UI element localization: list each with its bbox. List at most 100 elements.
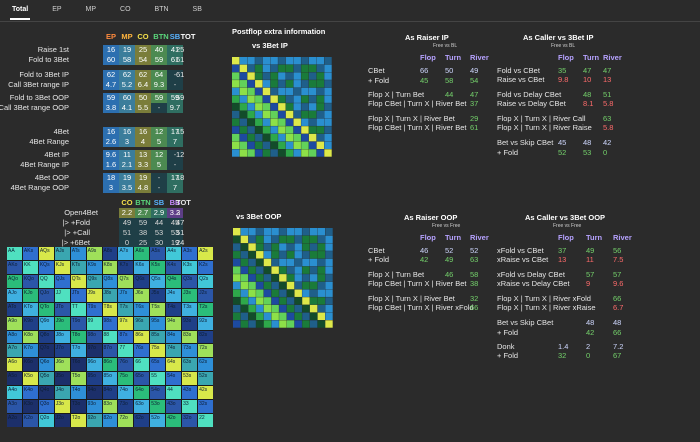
- hand-cell[interactable]: T3o: [70, 400, 86, 414]
- hand-cell[interactable]: J7s: [118, 288, 134, 302]
- hand-cell[interactable]: T3s: [182, 302, 198, 316]
- hand-cell[interactable]: J4s: [166, 288, 182, 302]
- hand-cell[interactable]: K2s: [198, 260, 213, 274]
- hand-cell[interactable]: AKs: [22, 247, 38, 260]
- hand-cell[interactable]: 75s: [150, 344, 166, 358]
- hand-cell[interactable]: 53s: [182, 372, 198, 386]
- hand-cell[interactable]: 86s: [134, 330, 150, 344]
- hand-cell[interactable]: J8s: [102, 288, 118, 302]
- hand-cell[interactable]: 96o: [86, 358, 102, 372]
- tab-co[interactable]: CO: [120, 6, 131, 13]
- hand-cell[interactable]: T6s: [134, 302, 150, 316]
- hand-cell[interactable]: K5o: [22, 372, 38, 386]
- hand-cell[interactable]: Q4o: [38, 386, 54, 400]
- hand-cell[interactable]: 22: [198, 414, 213, 427]
- hand-cell[interactable]: 43o: [166, 400, 182, 414]
- hand-cell[interactable]: 87o: [102, 344, 118, 358]
- hand-cell[interactable]: K6s: [134, 260, 150, 274]
- hand-cell[interactable]: 43s: [182, 386, 198, 400]
- hand-cell[interactable]: K7o: [22, 344, 38, 358]
- hand-cell[interactable]: 83o: [102, 400, 118, 414]
- hand-cell[interactable]: 72o: [118, 414, 134, 427]
- tab-ep[interactable]: EP: [52, 6, 62, 13]
- hand-cell[interactable]: T4s: [166, 302, 182, 316]
- hand-cell[interactable]: K3s: [182, 260, 198, 274]
- hand-cell[interactable]: 54s: [166, 372, 182, 386]
- hand-cell[interactable]: 85s: [150, 330, 166, 344]
- hand-cell[interactable]: A2s: [198, 247, 213, 260]
- hand-cell[interactable]: 97o: [86, 344, 102, 358]
- hand-cell[interactable]: 73o: [118, 400, 134, 414]
- hand-cell[interactable]: 76o: [118, 358, 134, 372]
- hand-cell[interactable]: K5s: [150, 260, 166, 274]
- hand-cell[interactable]: 66: [134, 358, 150, 372]
- hand-cell[interactable]: J8o: [54, 330, 70, 344]
- hand-cell[interactable]: 62s: [198, 358, 213, 372]
- hand-cell[interactable]: KQs: [38, 260, 54, 274]
- hand-cell[interactable]: 82s: [198, 330, 213, 344]
- hand-cell[interactable]: 83s: [182, 330, 198, 344]
- hand-cell[interactable]: 95o: [86, 372, 102, 386]
- hand-cell[interactable]: K6o: [22, 358, 38, 372]
- tab-sb[interactable]: SB: [192, 6, 202, 13]
- hand-cell[interactable]: JTs: [70, 288, 86, 302]
- hand-cell[interactable]: K4o: [22, 386, 38, 400]
- hand-cell[interactable]: AKo: [7, 260, 22, 274]
- hand-cell[interactable]: Q2s: [198, 274, 213, 288]
- hand-cell[interactable]: QQ: [38, 274, 54, 288]
- hand-cell[interactable]: T5s: [150, 302, 166, 316]
- hand-cell[interactable]: Q5s: [150, 274, 166, 288]
- hand-cell[interactable]: Q6o: [38, 358, 54, 372]
- hand-cell[interactable]: 94o: [86, 386, 102, 400]
- hand-cell[interactable]: AA: [7, 247, 22, 260]
- hand-cell[interactable]: 32o: [182, 414, 198, 427]
- hand-cell[interactable]: J7o: [54, 344, 70, 358]
- hand-cell[interactable]: ATs: [70, 247, 86, 260]
- hand-cell[interactable]: T4o: [70, 386, 86, 400]
- hand-cell[interactable]: AQo: [7, 274, 22, 288]
- tab-mp[interactable]: MP: [85, 6, 97, 13]
- hand-cell[interactable]: T5o: [70, 372, 86, 386]
- hand-cell[interactable]: A7s: [118, 247, 134, 260]
- hand-cell[interactable]: 74s: [166, 344, 182, 358]
- hand-cell[interactable]: Q2o: [38, 414, 54, 427]
- hand-cell[interactable]: A6s: [134, 247, 150, 260]
- hand-cell[interactable]: 74o: [118, 386, 134, 400]
- tab-btn[interactable]: BTN: [154, 6, 169, 13]
- hand-cell[interactable]: 65o: [134, 372, 150, 386]
- hand-cell[interactable]: 99: [86, 316, 102, 330]
- hand-cell[interactable]: K4s: [166, 260, 182, 274]
- tab-total[interactable]: Total: [0, 0, 40, 20]
- hand-cell[interactable]: J6s: [134, 288, 150, 302]
- hand-cell[interactable]: A5o: [7, 372, 22, 386]
- hand-cell[interactable]: J6o: [54, 358, 70, 372]
- hand-cell[interactable]: 94s: [166, 316, 182, 330]
- hand-cell[interactable]: QJs: [54, 274, 70, 288]
- hand-cell[interactable]: Q8o: [38, 330, 54, 344]
- hand-cell[interactable]: K8o: [22, 330, 38, 344]
- hand-cell[interactable]: 62o: [134, 414, 150, 427]
- hand-cell[interactable]: 98o: [86, 330, 102, 344]
- hand-cell[interactable]: 92o: [86, 414, 102, 427]
- hand-cell[interactable]: J3s: [182, 288, 198, 302]
- hand-cell[interactable]: 64o: [134, 386, 150, 400]
- hand-cell[interactable]: 77: [118, 344, 134, 358]
- hand-cell[interactable]: QTo: [38, 302, 54, 316]
- hand-cell[interactable]: Q9o: [38, 316, 54, 330]
- hand-cell[interactable]: A4s: [166, 247, 182, 260]
- hand-cell[interactable]: J5s: [150, 288, 166, 302]
- hand-cell[interactable]: 52s: [198, 372, 213, 386]
- hand-cell[interactable]: A7o: [7, 344, 22, 358]
- hand-cell[interactable]: J2s: [198, 288, 213, 302]
- hand-cell[interactable]: 73s: [182, 344, 198, 358]
- hand-cell[interactable]: 42s: [198, 386, 213, 400]
- hand-cell[interactable]: 33: [182, 400, 198, 414]
- hand-cell[interactable]: TT: [70, 302, 86, 316]
- hand-cell[interactable]: JTo: [54, 302, 70, 316]
- hand-cell[interactable]: A3s: [182, 247, 198, 260]
- hand-cell[interactable]: KTs: [70, 260, 86, 274]
- hand-cell[interactable]: KTo: [22, 302, 38, 316]
- hand-cell[interactable]: 63o: [134, 400, 150, 414]
- hand-cell[interactable]: 53o: [150, 400, 166, 414]
- hand-cell[interactable]: KK: [22, 260, 38, 274]
